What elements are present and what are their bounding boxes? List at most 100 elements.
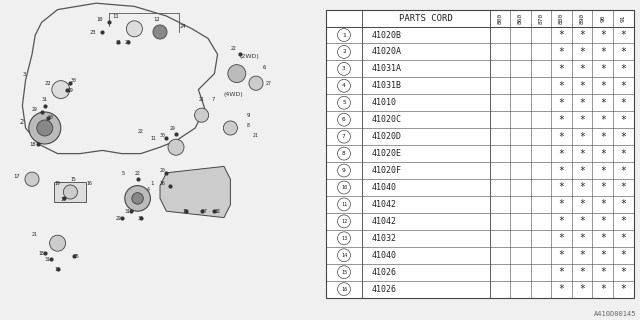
Circle shape xyxy=(153,25,167,39)
Text: 5: 5 xyxy=(342,100,346,105)
Text: *: * xyxy=(620,81,627,91)
Text: 16: 16 xyxy=(86,180,92,186)
Text: *: * xyxy=(559,199,564,209)
Text: 41042: 41042 xyxy=(371,217,396,226)
Text: 23: 23 xyxy=(90,30,96,35)
Text: 21: 21 xyxy=(253,132,259,138)
Text: 41020A: 41020A xyxy=(371,47,401,56)
Text: *: * xyxy=(600,30,605,40)
Text: *: * xyxy=(579,47,585,57)
Text: *: * xyxy=(600,64,605,74)
Text: 41020C: 41020C xyxy=(371,115,401,124)
Circle shape xyxy=(29,112,61,144)
Text: PARTS CORD: PARTS CORD xyxy=(399,13,452,23)
Text: *: * xyxy=(620,165,627,176)
Text: *: * xyxy=(620,284,627,294)
Text: *: * xyxy=(600,267,605,277)
Text: *: * xyxy=(579,30,585,40)
Text: 31: 31 xyxy=(115,40,121,45)
Text: 1: 1 xyxy=(342,33,346,37)
Circle shape xyxy=(37,120,53,136)
Text: 30: 30 xyxy=(70,78,76,83)
Text: 2: 2 xyxy=(342,50,346,54)
Text: 12: 12 xyxy=(154,17,160,22)
Text: 8: 8 xyxy=(342,151,346,156)
Text: *: * xyxy=(579,284,585,294)
Text: *: * xyxy=(600,81,605,91)
Text: *: * xyxy=(600,199,605,209)
Text: *: * xyxy=(620,182,627,193)
Text: 24: 24 xyxy=(179,24,186,29)
Text: *: * xyxy=(579,233,585,243)
Circle shape xyxy=(195,108,209,122)
Text: 29: 29 xyxy=(115,216,121,221)
Text: 9: 9 xyxy=(246,113,250,118)
Text: *: * xyxy=(579,115,585,125)
Text: 17: 17 xyxy=(13,174,19,179)
Text: 11: 11 xyxy=(150,136,156,141)
Text: *: * xyxy=(620,267,627,277)
Bar xyxy=(326,10,634,298)
Text: *: * xyxy=(579,81,585,91)
Text: 2: 2 xyxy=(19,119,24,125)
Circle shape xyxy=(50,235,65,251)
Text: 4: 4 xyxy=(342,83,346,88)
Text: *: * xyxy=(620,64,627,74)
Text: *: * xyxy=(600,182,605,193)
Text: 22: 22 xyxy=(45,81,51,86)
Text: 9: 9 xyxy=(342,168,346,173)
Text: 31: 31 xyxy=(125,209,131,214)
Text: *: * xyxy=(559,81,564,91)
Text: *: * xyxy=(559,267,564,277)
Text: *: * xyxy=(579,182,585,193)
Text: 18: 18 xyxy=(29,142,35,147)
Text: *: * xyxy=(620,115,627,125)
Text: *: * xyxy=(579,98,585,108)
Text: *: * xyxy=(559,284,564,294)
Text: 26: 26 xyxy=(160,180,166,186)
Text: 41026: 41026 xyxy=(371,268,396,277)
Text: *: * xyxy=(620,30,627,40)
Text: 870: 870 xyxy=(538,12,543,24)
Text: 6: 6 xyxy=(262,65,266,70)
Text: *: * xyxy=(579,250,585,260)
Text: 28: 28 xyxy=(125,40,131,45)
Text: *: * xyxy=(620,148,627,159)
Text: *: * xyxy=(559,182,564,193)
Text: 880: 880 xyxy=(559,12,564,24)
Text: 41026: 41026 xyxy=(371,284,396,294)
Text: 7: 7 xyxy=(342,134,346,139)
Text: 12: 12 xyxy=(341,219,347,224)
Text: *: * xyxy=(600,115,605,125)
Circle shape xyxy=(249,76,263,90)
Text: 3: 3 xyxy=(22,72,26,77)
Text: (2WD): (2WD) xyxy=(240,53,259,59)
Text: 22: 22 xyxy=(230,46,236,51)
Text: 41042: 41042 xyxy=(371,200,396,209)
Text: 11: 11 xyxy=(112,14,118,19)
Text: 29: 29 xyxy=(67,88,73,93)
Text: A410D00145: A410D00145 xyxy=(595,311,637,317)
Text: 18: 18 xyxy=(38,251,44,256)
Text: 41020B: 41020B xyxy=(371,30,401,39)
Text: 30: 30 xyxy=(160,132,166,138)
Text: 14: 14 xyxy=(341,253,347,258)
Text: *: * xyxy=(559,148,564,159)
Circle shape xyxy=(228,65,246,83)
Circle shape xyxy=(127,21,143,37)
Circle shape xyxy=(125,186,150,211)
Text: *: * xyxy=(600,250,605,260)
Text: 5: 5 xyxy=(122,171,125,176)
Text: 41032: 41032 xyxy=(371,234,396,243)
Text: *: * xyxy=(620,132,627,142)
Text: 41020E: 41020E xyxy=(371,149,401,158)
Text: 19: 19 xyxy=(54,267,60,272)
Circle shape xyxy=(63,185,77,199)
Text: 30: 30 xyxy=(138,216,143,221)
Text: 13: 13 xyxy=(341,236,347,241)
Text: *: * xyxy=(559,30,564,40)
Text: *: * xyxy=(600,47,605,57)
Text: *: * xyxy=(559,115,564,125)
Circle shape xyxy=(132,193,143,204)
Text: *: * xyxy=(600,216,605,226)
